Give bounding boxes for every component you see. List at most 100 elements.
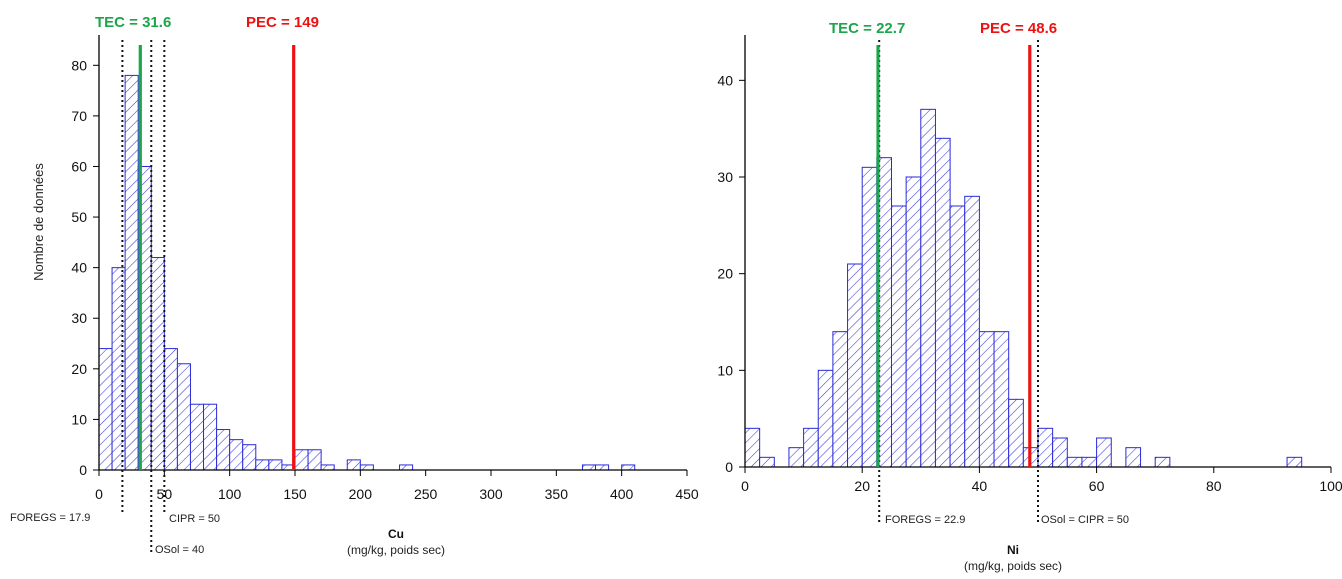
y-tick-label: 0 [79,462,87,478]
x-tick-label: 400 [610,486,634,502]
x-tick-label: 40 [972,478,988,494]
histogram-bar [320,464,335,471]
x-tick-label: 100 [1319,478,1342,494]
histogram-bar [203,403,218,471]
histogram-bar [581,464,597,471]
ni-bars [744,108,1303,468]
histogram-bar [993,331,1010,468]
histogram-bar [307,449,322,471]
histogram-bar [124,74,139,471]
cu-x-axis-title: Cu [388,527,404,541]
y-tick-label: 50 [71,209,87,225]
histogram-bar [1081,456,1098,468]
y-tick-label: 80 [71,57,87,73]
histogram-bar [920,108,936,468]
histogram-bar [1096,437,1112,468]
histogram-bar [163,348,178,471]
histogram-bar [1037,427,1054,468]
x-tick-label: 0 [741,478,749,494]
x-tick-label: 20 [854,478,870,494]
histogram-bar [242,444,257,471]
ni-pec-label: PEC = 48.6 [980,20,1057,37]
y-tick-label: 20 [71,361,87,377]
x-tick-label: 150 [283,486,307,502]
cu-cipr-label: CIPR = 50 [169,513,220,525]
cu-x-axis-unit: (mg/kg, poids sec) [347,543,445,557]
histogram-bar [1052,437,1068,468]
cu-foregs-label: FOREGS = 17.9 [10,512,90,524]
histogram-bar [964,195,980,468]
x-tick-label: 80 [1206,478,1222,494]
histogram-bar [803,427,819,468]
histogram-bar [1008,398,1024,468]
x-tick-label: 60 [1089,478,1105,494]
histogram-bar [595,464,610,471]
histogram-bar [268,459,283,471]
histogram-bar [621,464,636,471]
histogram-bar [1066,456,1083,468]
ni-axes: 0 20 40 60 80 100 0 10 20 30 40 [717,35,1342,494]
ni-x-axis-title: Ni [1007,543,1019,557]
ni-x-axis-unit: (mg/kg, poids sec) [964,559,1062,573]
x-tick-label: 50 [157,486,173,502]
y-tick-label: 10 [71,411,87,427]
cu-pec-label: PEC = 149 [246,14,319,31]
histogram-bar [216,429,231,471]
y-tick-label: 30 [71,310,87,326]
histogram-bar [255,459,270,471]
x-tick-label: 350 [545,486,569,502]
histogram-bar [934,137,951,468]
histogram-bar [744,427,761,468]
x-tick-label: 250 [414,486,438,502]
histogram-bar [150,257,165,471]
histogram-bar [111,267,126,471]
cu-histogram: 0 50 100 150 200 250 300 350 400 450 0 10 20 30 40 50 60… [10,14,699,557]
ni-histogram: 0 20 40 60 80 100 0 10 20 30 40 Ni (mg/kg, poids s… [717,20,1342,573]
histogram-bar [949,205,966,468]
cu-bars [98,74,636,471]
ni-tec-label: TEC = 22.7 [829,20,905,37]
x-tick-label: 300 [479,486,503,502]
ni-foregs-label: FOREGS = 22.9 [885,514,965,526]
histogram-bar [1125,447,1142,468]
histogram-bar [359,464,374,471]
cu-threshold-lines [121,40,296,552]
histogram-bar [978,331,995,468]
x-tick-label: 0 [95,486,103,502]
histogram-bar [294,449,309,471]
histogram-bar [832,331,849,468]
y-tick-label: 40 [71,260,87,276]
y-tick-label: 0 [725,459,733,475]
y-tick-label: 10 [717,362,733,378]
histogram-bar [788,447,805,468]
ni-threshold-lines [876,40,1039,522]
y-tick-label: 20 [717,266,733,282]
histogram-bar [891,205,907,468]
histogram-bar [861,166,878,468]
histogram-bar [847,263,863,468]
histogram-bar [399,464,414,471]
x-tick-label: 450 [675,486,699,502]
y-tick-label: 70 [71,108,87,124]
y-tick-label: 40 [717,72,733,88]
y-tick-label: 60 [71,158,87,174]
cu-y-axis-label: Nombre de données [31,163,46,281]
histogram-bar [229,439,244,471]
cu-tec-label: TEC = 31.6 [95,14,171,31]
ni-osol-cipr-label: OSol = CIPR = 50 [1041,514,1129,526]
histogram-bar [759,456,775,468]
y-tick-label: 30 [717,169,733,185]
histogram-bar [98,348,113,471]
cu-axes: 0 50 100 150 200 250 300 350 400 450 0 10 20 30 40 50 60… [71,35,699,502]
histogram-bar [817,369,834,468]
histogram-bar [176,363,191,471]
histogram-bar [1286,456,1303,468]
histogram-bar [189,403,205,471]
histogram-bar [905,176,922,468]
histogram-bar [1154,456,1171,468]
histogram-bar [346,459,361,471]
x-tick-label: 200 [349,486,373,502]
x-tick-label: 100 [218,486,242,502]
cu-osol-label: OSol = 40 [155,544,204,556]
